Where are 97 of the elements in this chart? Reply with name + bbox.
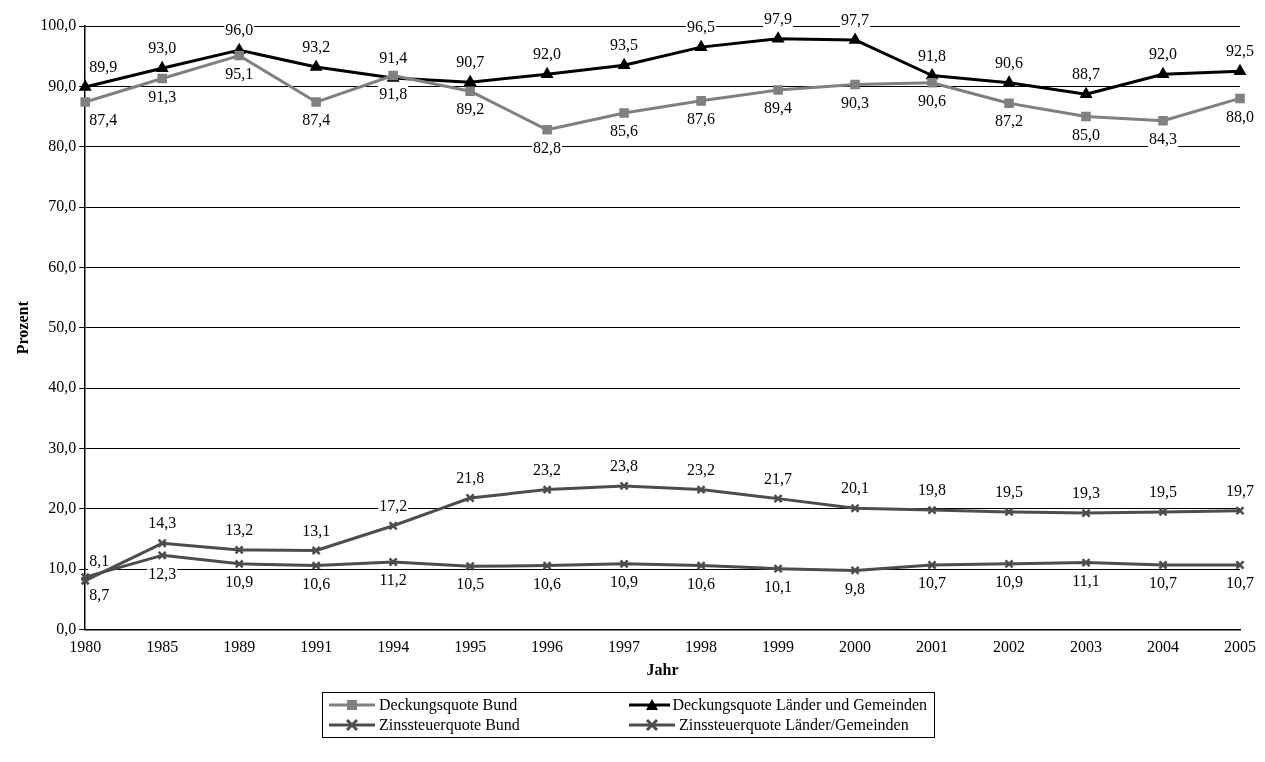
data-label: 90,6 bbox=[918, 91, 947, 109]
data-label: 89,2 bbox=[456, 100, 485, 118]
data-label: 93,2 bbox=[302, 38, 331, 56]
data-label: 96,0 bbox=[225, 21, 254, 39]
y-tick-label: 70,0 bbox=[48, 197, 77, 215]
data-label: 20,1 bbox=[841, 479, 870, 497]
data-label: 90,3 bbox=[841, 93, 870, 111]
data-label: 10,6 bbox=[687, 574, 716, 592]
y-tick-label: 40,0 bbox=[48, 378, 77, 396]
data-label: 88,7 bbox=[1072, 65, 1101, 83]
x-tick-label: 1991 bbox=[300, 638, 333, 656]
y-tick-label: 20,0 bbox=[48, 499, 77, 517]
y-tick-label: 90,0 bbox=[48, 76, 77, 94]
data-label: 8,7 bbox=[89, 586, 110, 604]
data-label: 9,8 bbox=[845, 579, 866, 597]
data-label: 90,6 bbox=[995, 53, 1024, 71]
data-label: 90,7 bbox=[456, 53, 485, 71]
data-label: 93,0 bbox=[148, 39, 177, 57]
y-tick-label: 60,0 bbox=[48, 257, 77, 275]
data-label: 85,0 bbox=[1072, 125, 1101, 143]
data-label: 91,3 bbox=[148, 87, 177, 105]
x-tick-label: 2002 bbox=[993, 638, 1026, 656]
data-label: 14,3 bbox=[148, 514, 177, 532]
data-label: 89,4 bbox=[764, 99, 793, 117]
data-label: 82,8 bbox=[533, 139, 562, 157]
x-tick-label: 1997 bbox=[608, 638, 641, 656]
data-label: 19,5 bbox=[995, 483, 1024, 501]
data-label: 91,8 bbox=[379, 84, 408, 102]
data-label: 10,7 bbox=[918, 574, 947, 592]
x-axis-title: Jahr bbox=[646, 660, 679, 678]
data-label: 87,4 bbox=[89, 111, 118, 129]
data-label: 10,7 bbox=[1226, 574, 1254, 592]
legend-label: Zinssteuerquote Bund bbox=[379, 716, 520, 734]
data-label: 91,8 bbox=[918, 46, 947, 64]
legend-label: Zinssteuerquote Länder/Gemeinden bbox=[679, 716, 909, 734]
data-label: 88,0 bbox=[1226, 107, 1254, 125]
x-tick-label: 1998 bbox=[685, 638, 718, 656]
legend-label: Deckungsquote Bund bbox=[379, 696, 518, 714]
x-tick-label: 2003 bbox=[1070, 638, 1103, 656]
x-tick-label: 2004 bbox=[1147, 638, 1180, 656]
data-label: 19,3 bbox=[1072, 484, 1101, 502]
y-tick-label: 10,0 bbox=[48, 559, 77, 577]
data-label: 23,2 bbox=[687, 460, 716, 478]
data-label: 95,1 bbox=[225, 64, 254, 82]
data-label: 23,8 bbox=[610, 457, 639, 475]
data-label: 10,7 bbox=[1149, 574, 1178, 592]
data-label: 19,5 bbox=[1149, 483, 1178, 501]
x-tick-label: 1985 bbox=[146, 638, 179, 656]
data-label: 8,1 bbox=[89, 551, 110, 569]
data-label: 10,1 bbox=[764, 577, 793, 595]
data-label: 91,4 bbox=[379, 49, 408, 67]
data-label: 10,6 bbox=[533, 574, 562, 592]
data-label: 17,2 bbox=[379, 496, 408, 514]
data-label: 10,9 bbox=[995, 573, 1024, 591]
data-label: 13,1 bbox=[302, 521, 331, 539]
legend-label: Deckungsquote Länder und Gemeinden bbox=[672, 696, 927, 714]
data-label: 92,5 bbox=[1226, 42, 1254, 60]
data-label: 10,6 bbox=[302, 574, 331, 592]
y-tick-label: 100,0 bbox=[40, 16, 77, 34]
data-label: 11,1 bbox=[1072, 571, 1100, 589]
data-label: 97,7 bbox=[841, 11, 870, 29]
y-tick-label: 50,0 bbox=[48, 318, 77, 335]
data-label: 10,5 bbox=[456, 575, 485, 593]
y-tick-label: 80,0 bbox=[48, 136, 77, 154]
x-tick-label: 1995 bbox=[454, 638, 487, 656]
data-label: 92,0 bbox=[533, 45, 562, 63]
data-label: 13,2 bbox=[225, 521, 254, 539]
data-label: 87,6 bbox=[687, 110, 716, 128]
x-tick-label: 2000 bbox=[839, 638, 872, 656]
x-tick-label: 1989 bbox=[223, 638, 256, 656]
data-label: 10,9 bbox=[610, 573, 639, 591]
x-tick-label: 1980 bbox=[69, 638, 102, 656]
x-tick-label: 2001 bbox=[916, 638, 949, 656]
x-tick-label: 2005 bbox=[1224, 638, 1256, 656]
x-tick-label: 1996 bbox=[531, 638, 564, 656]
data-label: 12,3 bbox=[148, 564, 177, 582]
data-label: 11,2 bbox=[379, 571, 407, 589]
data-label: 19,7 bbox=[1226, 481, 1254, 499]
data-label: 84,3 bbox=[1149, 129, 1178, 147]
x-tick-label: 1994 bbox=[377, 638, 410, 656]
data-label: 19,8 bbox=[918, 481, 947, 499]
data-label: 85,6 bbox=[610, 122, 639, 140]
y-tick-label: 30,0 bbox=[48, 438, 77, 456]
y-tick-label: 0,0 bbox=[56, 619, 77, 637]
data-label: 21,7 bbox=[764, 469, 793, 487]
data-label: 92,0 bbox=[1149, 45, 1178, 63]
data-label: 97,9 bbox=[764, 9, 793, 27]
y-axis-title: Prozent bbox=[13, 300, 31, 355]
data-label: 10,9 bbox=[225, 573, 254, 591]
data-label: 87,2 bbox=[995, 112, 1024, 130]
data-label: 87,4 bbox=[302, 111, 331, 129]
data-label: 96,5 bbox=[687, 18, 716, 36]
data-label: 93,5 bbox=[610, 36, 639, 54]
data-label: 89,9 bbox=[89, 58, 118, 76]
data-label: 23,2 bbox=[533, 460, 562, 478]
data-label: 21,8 bbox=[456, 469, 485, 487]
x-tick-label: 1999 bbox=[762, 638, 795, 656]
